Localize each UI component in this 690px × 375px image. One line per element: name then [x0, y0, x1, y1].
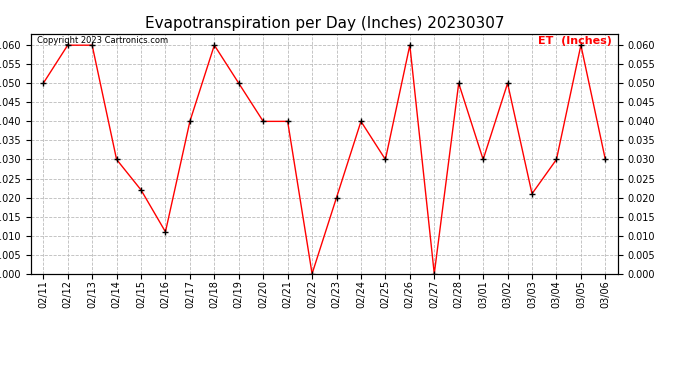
Text: Copyright 2023 Cartronics.com: Copyright 2023 Cartronics.com	[37, 36, 168, 45]
Text: ET  (Inches): ET (Inches)	[538, 36, 612, 46]
Title: Evapotranspiration per Day (Inches) 20230307: Evapotranspiration per Day (Inches) 2023…	[144, 16, 504, 31]
